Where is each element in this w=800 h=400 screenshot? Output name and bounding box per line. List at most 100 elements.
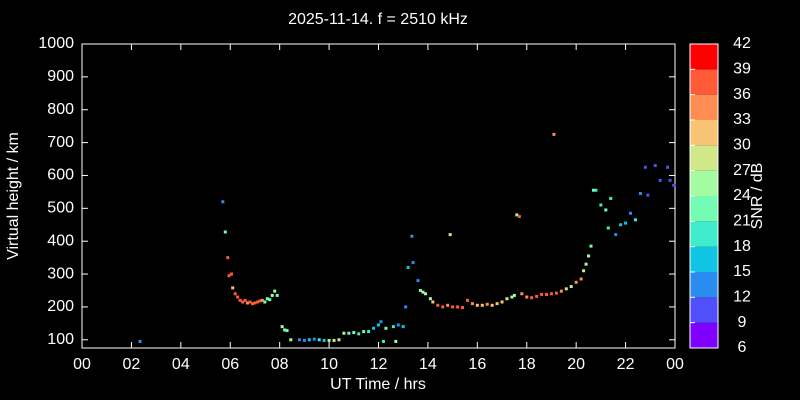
point <box>441 305 445 309</box>
x-tick-label: 20 <box>567 356 585 373</box>
point <box>419 288 423 292</box>
point <box>223 230 227 234</box>
point <box>421 290 425 294</box>
x-tick-label: 08 <box>271 356 289 373</box>
y-axis-label: Virtual height / km <box>5 132 22 260</box>
point <box>367 330 371 334</box>
x-tick-label: 06 <box>221 356 239 373</box>
point <box>411 261 415 265</box>
point <box>475 303 479 307</box>
point <box>461 306 465 310</box>
point <box>275 293 279 297</box>
plot-frame <box>81 43 676 349</box>
colorbar-tick-label: 42 <box>733 35 751 52</box>
point <box>312 337 316 341</box>
point <box>283 328 287 332</box>
y-tick-label: 900 <box>47 68 74 85</box>
colorbar-level <box>690 94 718 120</box>
point <box>352 331 356 335</box>
x-axis-label: UT Time / hrs <box>330 376 426 393</box>
point <box>451 305 455 309</box>
point <box>579 277 583 281</box>
point <box>619 223 623 227</box>
y-tick-label: 500 <box>47 200 74 217</box>
point <box>594 188 598 192</box>
point <box>268 298 272 302</box>
point <box>231 286 235 290</box>
colorbar-level <box>690 246 718 272</box>
point <box>250 302 254 306</box>
point <box>357 332 361 336</box>
point <box>587 254 591 258</box>
point <box>629 211 633 215</box>
point <box>243 298 247 302</box>
point <box>643 165 647 169</box>
colorbar-level <box>690 196 718 222</box>
point <box>265 297 269 301</box>
point <box>633 218 637 222</box>
point <box>554 291 558 295</box>
x-tick-label: 16 <box>468 356 486 373</box>
x-tick-label: 14 <box>419 356 437 373</box>
point <box>394 339 398 343</box>
point <box>238 298 242 302</box>
point <box>569 285 573 289</box>
x-tick-label: 02 <box>123 356 141 373</box>
point <box>322 338 326 342</box>
point <box>297 338 301 342</box>
point <box>638 192 642 196</box>
point <box>530 296 534 300</box>
colorbar-level <box>690 272 718 298</box>
y-tick-label: 100 <box>47 331 74 348</box>
point <box>510 295 514 299</box>
point <box>307 338 311 342</box>
point <box>668 178 672 182</box>
x-tick-label: 00 <box>666 356 684 373</box>
point <box>465 298 469 302</box>
point <box>317 338 321 342</box>
colorbar-tick-label: 12 <box>733 289 751 306</box>
point <box>564 287 568 291</box>
point <box>327 338 331 342</box>
point <box>138 339 142 343</box>
point <box>525 295 529 299</box>
colorbar-level <box>690 69 718 95</box>
point <box>285 329 289 333</box>
colorbar-level <box>690 145 718 171</box>
point <box>227 274 231 278</box>
point <box>280 325 284 329</box>
colorbar-level <box>690 297 718 323</box>
point <box>384 326 388 330</box>
point <box>302 338 306 342</box>
point <box>480 303 484 307</box>
point <box>236 295 240 299</box>
colorbar-tick-label: 24 <box>733 187 751 204</box>
point <box>246 301 250 305</box>
x-tick-label: 22 <box>617 356 635 373</box>
colorbar-level <box>690 170 718 196</box>
point <box>289 338 293 342</box>
point <box>391 325 395 329</box>
point <box>666 165 670 169</box>
point <box>672 183 676 187</box>
point <box>589 244 593 248</box>
colorbar-tick-label: 33 <box>733 111 751 128</box>
y-tick-label: 200 <box>47 298 74 315</box>
point <box>332 338 336 342</box>
point <box>431 300 435 304</box>
point <box>604 208 608 212</box>
y-tick-label: 700 <box>47 134 74 151</box>
point <box>559 289 563 293</box>
point <box>646 193 650 197</box>
colorbar-tick-label: 18 <box>733 238 751 255</box>
point <box>495 302 499 306</box>
point <box>396 323 400 327</box>
point <box>446 303 450 307</box>
x-tick-label: 10 <box>320 356 338 373</box>
y-tick-label: 800 <box>47 101 74 118</box>
point <box>515 213 519 217</box>
colorbar-tick-label: 36 <box>733 86 751 103</box>
point <box>517 215 521 219</box>
colorbar-tick-label: 6 <box>738 339 747 356</box>
point <box>253 301 257 305</box>
